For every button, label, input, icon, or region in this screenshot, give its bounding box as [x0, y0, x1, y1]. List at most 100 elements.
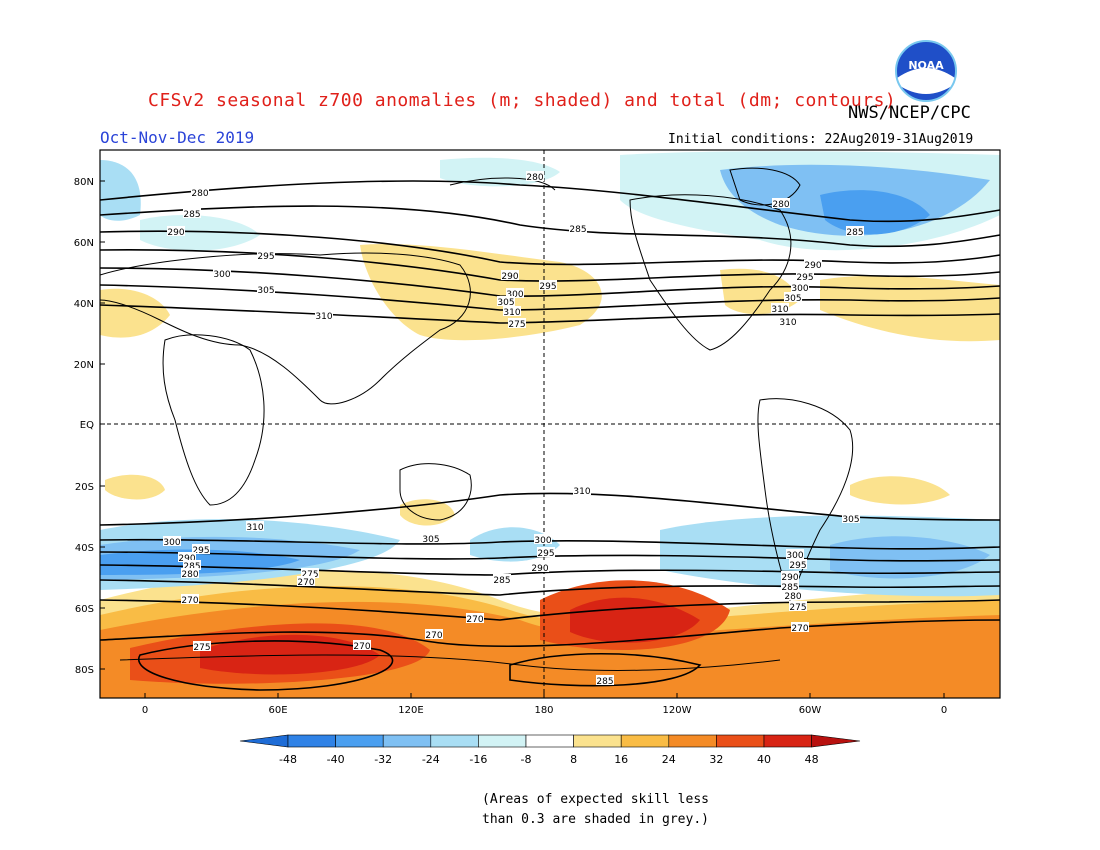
contour-label: 275	[301, 570, 318, 580]
contour-label: 285	[781, 583, 798, 593]
lon-tick-label: 120E	[398, 705, 423, 716]
colorbar-label: 40	[757, 753, 771, 766]
contour-label-bg	[772, 198, 790, 208]
contour-label: 275	[508, 320, 525, 330]
colorbar-swatch	[573, 734, 622, 748]
contour-label-bg	[781, 571, 799, 581]
contour-label: 310	[573, 487, 590, 497]
contour-label-bg	[596, 675, 614, 685]
contour-label-bg	[796, 271, 814, 281]
contour-label: 310	[771, 305, 788, 315]
contour-label-bg	[246, 521, 264, 531]
lon-tick-label: 180	[534, 705, 553, 716]
antarctica-outline	[119, 654, 781, 671]
contour-label: 290	[501, 272, 518, 282]
contour-label-bg	[539, 280, 557, 290]
contour-label: 270	[791, 624, 808, 634]
contour-label-bg	[257, 250, 275, 260]
contour-label-bg	[191, 187, 209, 197]
colorbar-label: -32	[374, 753, 392, 766]
contour-label: 270	[425, 631, 442, 641]
contour-label-bg	[213, 268, 231, 278]
contour-label-bg	[181, 594, 199, 604]
contour-label-bg	[786, 549, 804, 559]
contour-label: 305	[257, 286, 274, 296]
lat-tick-label: 40N	[74, 299, 94, 310]
colorbar-left-arrow	[239, 734, 289, 748]
height-contours	[100, 180, 1000, 691]
colorbar-label: 48	[805, 753, 819, 766]
contour-label: 305	[497, 298, 514, 308]
contour-label: 280	[784, 592, 801, 602]
contour-label: 310	[315, 312, 332, 322]
map-title: CFSv2 seasonal z700 anomalies (m; shaded…	[148, 90, 897, 111]
colorbar-swatch	[716, 734, 765, 748]
contour-label: 280	[772, 200, 789, 210]
contour-label-bg	[497, 296, 515, 306]
contour-label-bg	[784, 590, 802, 600]
contour-label-bg	[163, 536, 181, 546]
contour-label-bg	[493, 574, 511, 584]
contour-label-bg	[425, 629, 443, 639]
contour-label-bg	[789, 559, 807, 569]
colorbar-swatch	[430, 734, 479, 748]
lon-tick-label: 0	[142, 705, 148, 716]
contour-label: 295	[539, 282, 556, 292]
north-america-outline	[629, 194, 792, 351]
lat-tick-label: 60S	[75, 604, 94, 615]
contour-label: 295	[537, 549, 554, 559]
contour-label-bg	[846, 226, 864, 236]
australia-outline	[399, 463, 472, 521]
contour-label: 295	[796, 273, 813, 283]
contour-label: 300	[213, 270, 230, 280]
contour-label: 280	[526, 173, 543, 183]
colorbar-swatch	[335, 734, 384, 748]
agency-label: NWS/NCEP/CPC	[848, 103, 971, 123]
contour-label: 305	[842, 515, 859, 525]
footnote-line-1: (Areas of expected skill less	[482, 792, 709, 807]
colorbar-swatch	[287, 734, 336, 748]
contour-label-bg	[167, 226, 185, 236]
contour-label: 285	[846, 228, 863, 238]
colorbar-label: 16	[614, 753, 628, 766]
contour-label: 300	[786, 551, 803, 561]
contour-label-bg	[353, 640, 371, 650]
contour-label: 280	[181, 570, 198, 580]
eurasia-outline	[100, 252, 471, 405]
lat-tick-label: EQ	[80, 420, 94, 431]
contour-label-bg	[569, 223, 587, 233]
colorbar-label: -8	[521, 753, 532, 766]
lat-tick-label: 80S	[75, 665, 94, 676]
contour-label: 290	[178, 554, 195, 564]
lat-tick-label: 20N	[74, 360, 94, 371]
contour-label-bg	[781, 581, 799, 591]
contour-label: 290	[167, 228, 184, 238]
contour-label: 295	[192, 546, 209, 556]
colorbar-right-arrow	[811, 734, 861, 748]
colorbar-label: -48	[279, 753, 297, 766]
footnote-line-2: than 0.3 are shaded in grey.)	[482, 812, 709, 827]
logo-text: NOAA	[908, 59, 944, 72]
colorbar-label: 8	[570, 753, 577, 766]
contour-label-bg	[183, 560, 201, 570]
contour-label: 285	[183, 562, 200, 572]
colorbar-swatch	[620, 734, 670, 748]
contour-label-bg	[178, 552, 196, 562]
initial-conditions-label: Initial conditions: 22Aug2019-31Aug2019	[668, 132, 974, 147]
lat-tick-label: 80N	[74, 177, 94, 188]
contour-label-bg	[508, 318, 526, 328]
contour-label: 280	[191, 189, 208, 199]
contour-label: 310	[779, 318, 796, 328]
colorbar-label: 24	[662, 753, 676, 766]
contour-label-bg	[531, 562, 549, 572]
contour-label-bg	[771, 303, 789, 313]
contour-label: 295	[257, 252, 274, 262]
colorbar-label: -16	[469, 753, 487, 766]
contour-label: 300	[791, 284, 808, 294]
contour-label-bg	[257, 284, 275, 294]
contour-label: 270	[466, 615, 483, 625]
contour-label: 295	[789, 561, 806, 571]
contour-label-bg	[301, 568, 319, 578]
